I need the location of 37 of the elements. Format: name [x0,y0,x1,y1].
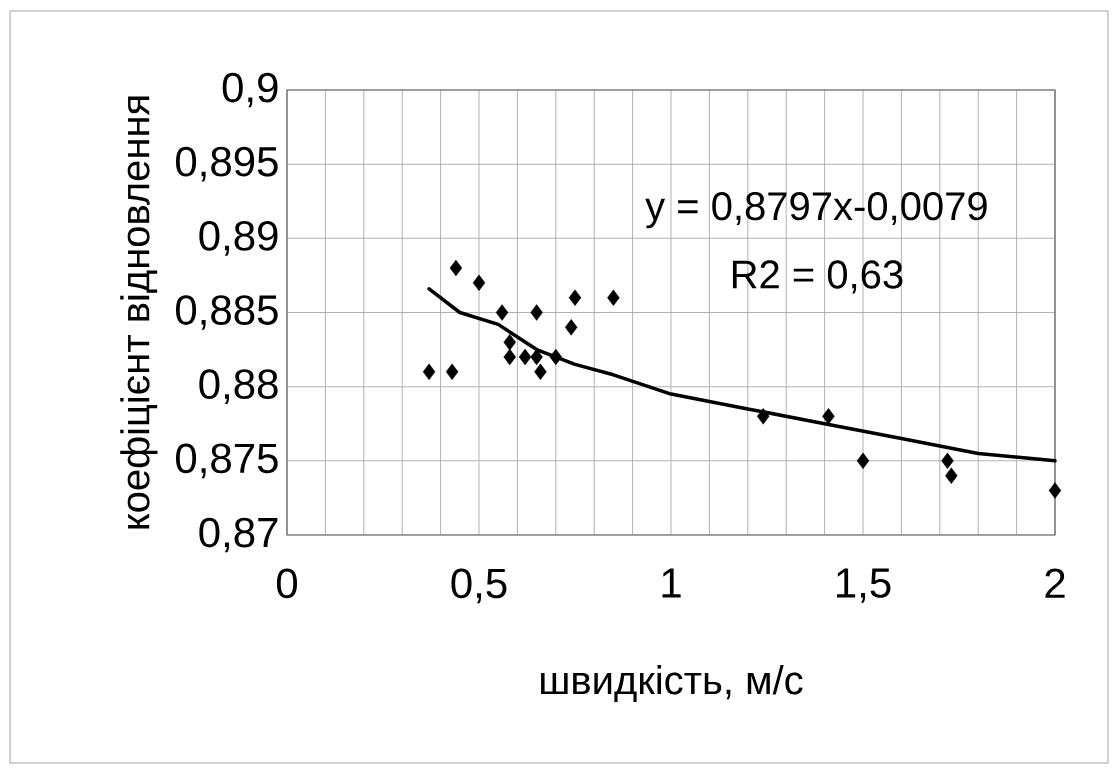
point [822,408,835,425]
y-tick-label: 0,9 [222,72,278,108]
point [449,259,463,277]
point [756,408,770,425]
point [568,289,582,306]
x-tick-label: 0 [276,568,298,599]
point [503,333,516,351]
point [530,348,543,366]
point [518,348,532,366]
point [530,304,543,321]
x-tick-label: 1 [662,568,681,598]
point [945,467,958,484]
point [1048,482,1062,499]
x-tick-label: 2 [1045,568,1065,598]
point [495,304,509,321]
y-tick-label: 0,87 [199,517,278,553]
point [445,363,459,381]
y-tick-label: 0,88 [199,369,278,405]
point [607,289,620,306]
x-axis-title: швидкість, м/с [541,665,803,703]
point [941,452,954,470]
y-axis-title: коефіцієнт відновлення [120,96,158,529]
point [503,348,516,366]
y-tick-label: 0,885 [176,295,278,330]
x-tick-label: 1,5 [837,568,891,603]
point [564,319,578,336]
x-tick-label: 0,5 [451,568,507,604]
point [534,363,547,381]
y-tick-label: 0,895 [176,146,278,182]
y-tick-label: 0,875 [176,443,278,479]
point [472,274,486,292]
y-tick-label: 0,89 [199,220,278,256]
point [549,348,563,366]
point [856,452,870,470]
point [422,363,436,381]
annotation: y = 0,8797x-0,0079 [645,192,987,229]
annotation: R2 = 0,63 [732,260,903,294]
